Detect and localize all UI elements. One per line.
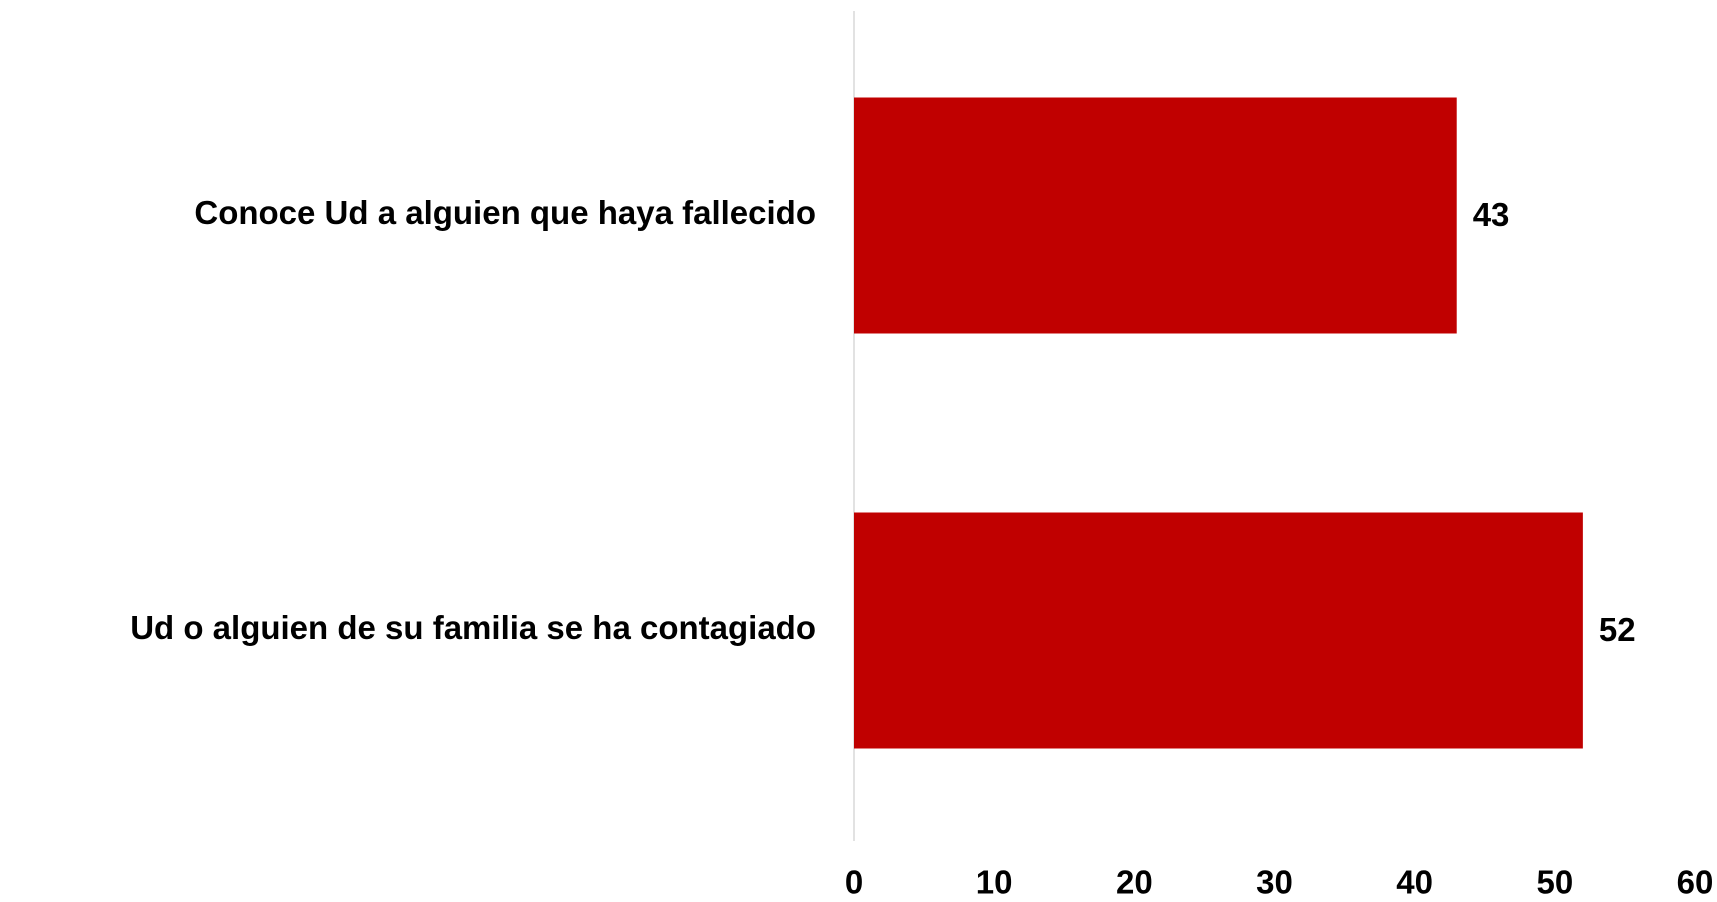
bar — [854, 97, 1457, 334]
bar — [854, 512, 1583, 749]
x-tick-label: 0 — [845, 864, 863, 901]
value-label: 52 — [1599, 611, 1636, 648]
x-tick-label: 20 — [1116, 864, 1153, 901]
x-tick-label: 30 — [1256, 864, 1293, 901]
value-label: 43 — [1473, 196, 1510, 233]
x-tick-label: 50 — [1536, 864, 1573, 901]
category-label: Conoce Ud a alguien que haya fallecido — [194, 194, 816, 231]
x-tick-label: 10 — [976, 864, 1013, 901]
category-label: Ud o alguien de su familia se ha contagi… — [130, 609, 816, 646]
x-tick-label: 40 — [1396, 864, 1433, 901]
x-tick-label: 60 — [1677, 864, 1714, 901]
